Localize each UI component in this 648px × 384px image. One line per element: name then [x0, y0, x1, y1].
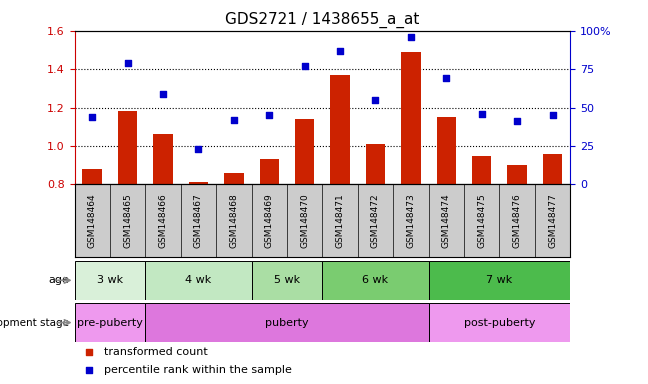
Point: [193, 146, 203, 152]
Text: 5 wk: 5 wk: [274, 275, 300, 285]
Bar: [145, 303, 428, 342]
Bar: [322, 261, 428, 300]
Bar: [437, 117, 456, 184]
Point: [512, 118, 522, 124]
Text: GSM148474: GSM148474: [442, 193, 451, 248]
Text: GSM148475: GSM148475: [477, 193, 486, 248]
Bar: [543, 154, 562, 184]
Bar: [118, 111, 137, 184]
Point: [122, 60, 133, 66]
Text: 7 wk: 7 wk: [486, 275, 513, 285]
Text: GSM148466: GSM148466: [159, 193, 168, 248]
Text: GSM148467: GSM148467: [194, 193, 203, 248]
Text: 4 wk: 4 wk: [185, 275, 212, 285]
Text: pre-puberty: pre-puberty: [77, 318, 143, 328]
Bar: [145, 261, 251, 300]
Text: age: age: [49, 275, 69, 285]
Point: [299, 63, 310, 69]
Bar: [365, 144, 385, 184]
Bar: [401, 52, 421, 184]
Bar: [295, 119, 314, 184]
Point: [229, 117, 239, 123]
Bar: [224, 173, 244, 184]
Point: [158, 91, 168, 97]
Text: GSM148473: GSM148473: [406, 193, 415, 248]
Text: GSM148476: GSM148476: [513, 193, 522, 248]
Point: [548, 112, 558, 118]
Text: GSM148471: GSM148471: [336, 193, 345, 248]
Text: percentile rank within the sample: percentile rank within the sample: [104, 365, 292, 375]
Point: [441, 75, 452, 81]
Text: GSM148470: GSM148470: [300, 193, 309, 248]
Text: 3 wk: 3 wk: [97, 275, 123, 285]
Text: puberty: puberty: [265, 318, 309, 328]
Bar: [428, 261, 570, 300]
Point: [476, 111, 487, 117]
Bar: [75, 261, 145, 300]
Point: [87, 114, 97, 120]
Title: GDS2721 / 1438655_a_at: GDS2721 / 1438655_a_at: [226, 12, 419, 28]
Bar: [82, 169, 102, 184]
Point: [335, 48, 345, 54]
Point: [406, 34, 416, 40]
Bar: [428, 303, 570, 342]
Point: [264, 112, 275, 118]
Bar: [507, 165, 527, 184]
Text: GSM148464: GSM148464: [87, 193, 97, 248]
Text: GSM148465: GSM148465: [123, 193, 132, 248]
Text: 6 wk: 6 wk: [362, 275, 389, 285]
Text: post-puberty: post-puberty: [464, 318, 535, 328]
Point: [452, 72, 463, 78]
Point: [370, 97, 380, 103]
Bar: [251, 261, 322, 300]
Point: [452, 233, 463, 239]
Text: GSM148477: GSM148477: [548, 193, 557, 248]
Bar: [189, 182, 208, 184]
Text: GSM148469: GSM148469: [265, 193, 273, 248]
Bar: [260, 159, 279, 184]
Text: GSM148468: GSM148468: [229, 193, 238, 248]
Bar: [154, 134, 173, 184]
Text: GSM148472: GSM148472: [371, 193, 380, 248]
Bar: [75, 303, 145, 342]
Text: development stage: development stage: [0, 318, 69, 328]
Bar: [330, 75, 350, 184]
Bar: [472, 156, 491, 184]
Text: transformed count: transformed count: [104, 347, 208, 358]
